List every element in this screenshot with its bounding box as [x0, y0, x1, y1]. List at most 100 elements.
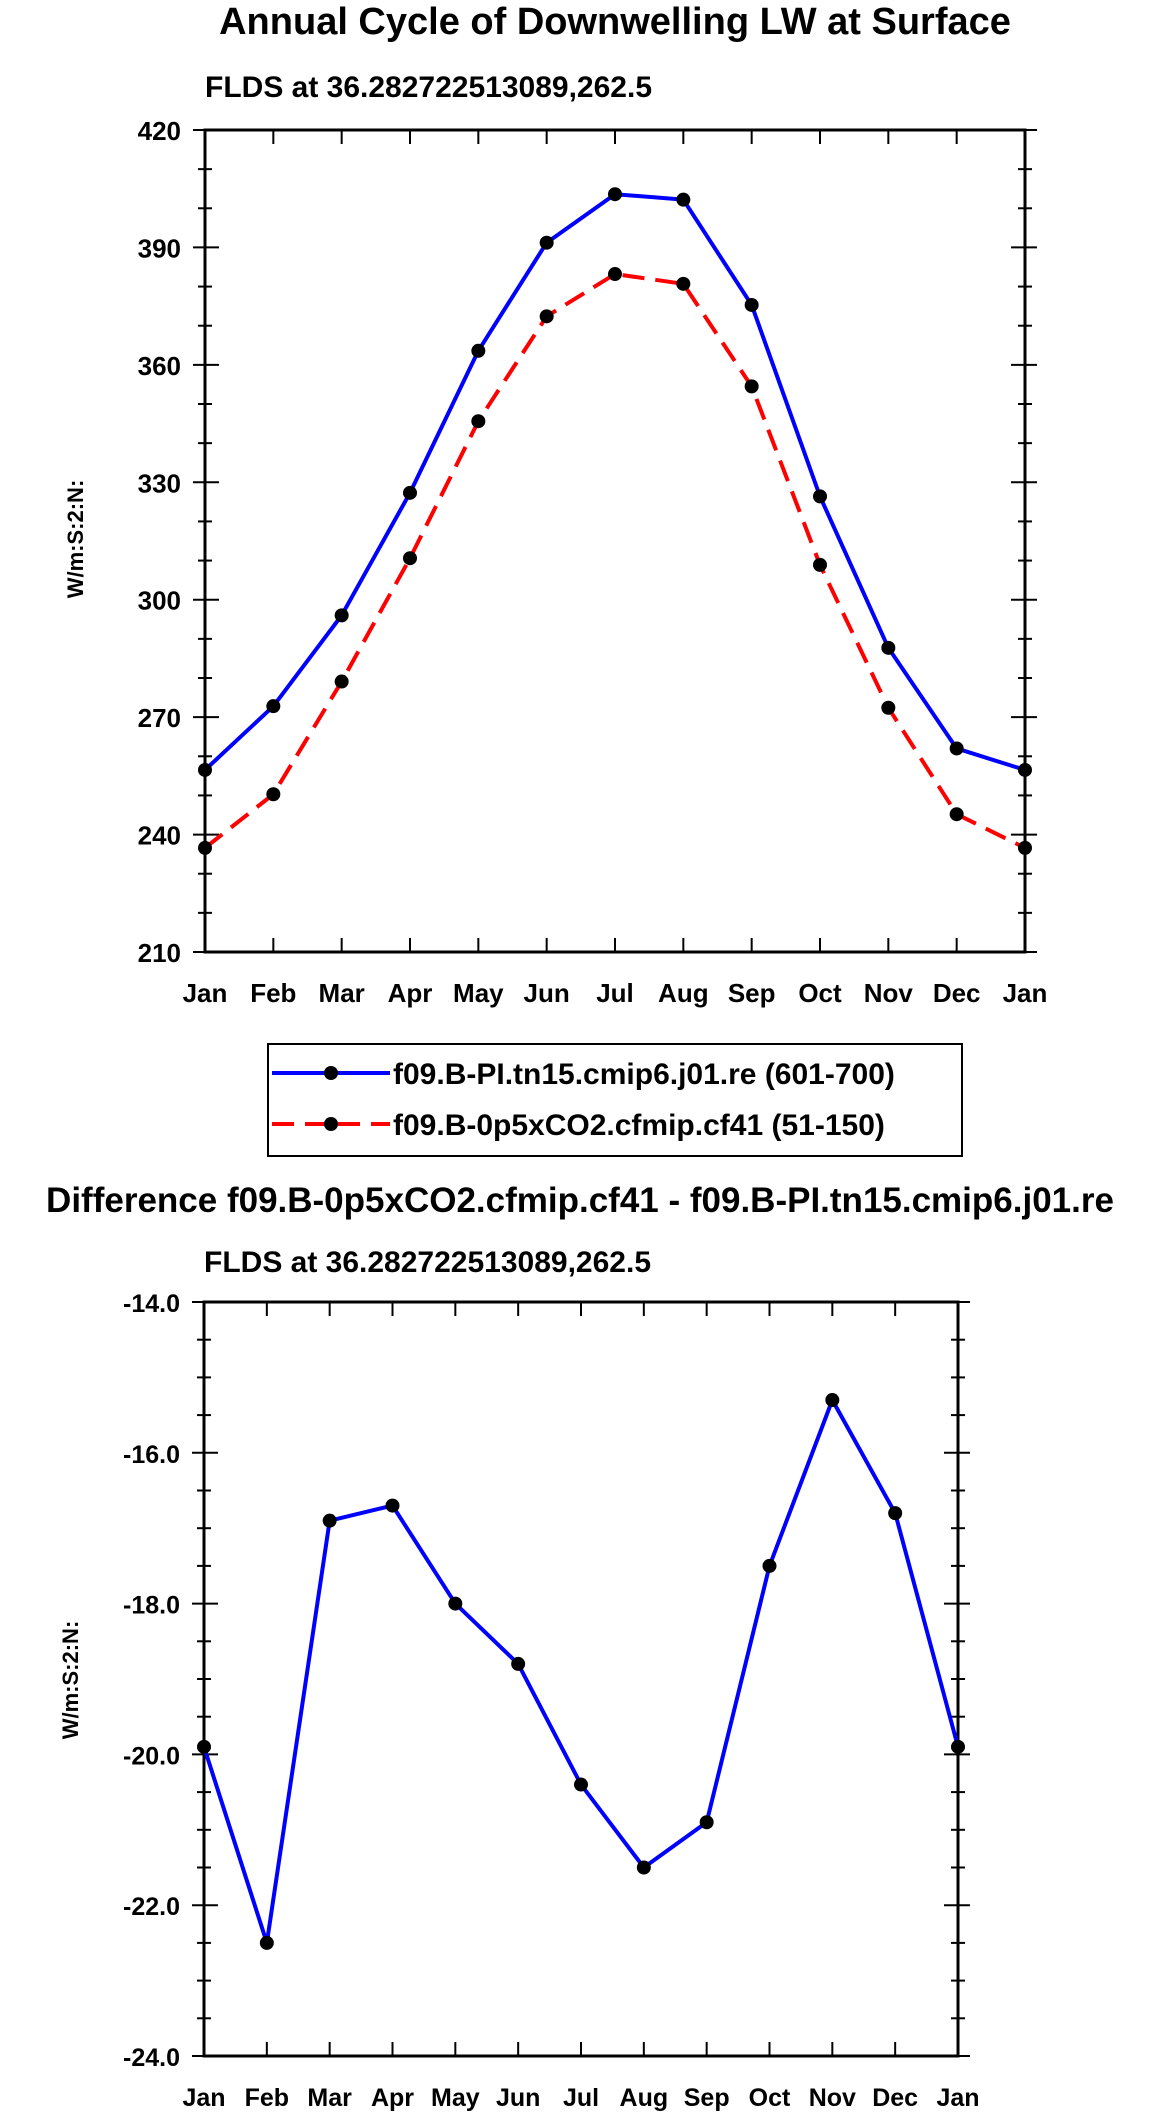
data-point — [813, 489, 827, 504]
x-tick-label: May — [431, 2084, 480, 2112]
data-point — [762, 1558, 777, 1573]
x-tick-label: Jan — [183, 978, 228, 1008]
x-tick-label: Feb — [250, 978, 296, 1008]
y-tick-label: 360 — [138, 351, 181, 381]
y-tick-label: 240 — [138, 821, 181, 851]
legend-marker-series-1 — [324, 1066, 338, 1080]
legend-label-series-2: f09.B-0p5xCO2.cfmip.cf41 (51-150) — [393, 1109, 885, 1142]
x-tick-label: Apr — [388, 978, 433, 1008]
data-point — [951, 1739, 965, 1754]
data-point — [385, 1498, 400, 1513]
x-tick-label: Jan — [1003, 978, 1048, 1008]
x-tick-label: Sep — [684, 2084, 730, 2112]
data-point — [949, 807, 964, 822]
x-tick-label: May — [453, 978, 504, 1008]
series-line-2 — [203, 272, 1026, 850]
data-point — [259, 1935, 274, 1950]
x-tick-label: Apr — [371, 2084, 414, 2112]
x-tick-label: Oct — [798, 978, 842, 1008]
y-tick-label: 210 — [138, 938, 181, 968]
data-point — [539, 309, 554, 324]
data-point — [813, 557, 827, 572]
legend-box — [267, 1043, 963, 1157]
chart-1-ticks: Jan Feb Mar Apr May Jun Jul Aug Sep Oct Nov Dec Jan2… — [138, 116, 1048, 1008]
x-tick-label: Jul — [596, 978, 634, 1008]
data-point — [881, 640, 896, 655]
chart-2: Difference f09.B-0p5xCO2.cfmip.cf41 - f0… — [46, 1181, 1114, 2112]
data-point — [266, 699, 281, 714]
x-tick-label: Jun — [524, 978, 570, 1008]
x-tick-label: Jul — [563, 2084, 599, 2112]
legend-marker-series-2 — [324, 1117, 338, 1131]
data-point — [197, 1739, 211, 1754]
x-tick-label: Mar — [307, 2084, 352, 2112]
y-tick-label: 420 — [138, 116, 181, 146]
data-point — [608, 187, 622, 202]
y-tick-label: 300 — [138, 586, 181, 616]
data-point — [574, 1777, 588, 1792]
y-tick-label: -18.0 — [123, 1592, 180, 1620]
x-tick-label: Nov — [864, 978, 914, 1008]
x-tick-label: Nov — [809, 2084, 856, 2112]
x-tick-label: Jan — [936, 2084, 979, 2112]
data-point — [334, 608, 349, 623]
data-point — [322, 1513, 337, 1528]
data-point — [825, 1393, 840, 1408]
x-tick-label: Aug — [658, 978, 709, 1008]
data-point — [198, 762, 212, 777]
data-point — [949, 741, 964, 756]
chart-2-plot-frame — [202, 1300, 960, 2058]
x-tick-label: Sep — [728, 978, 776, 1008]
data-point — [266, 787, 281, 802]
data-point — [1018, 762, 1032, 777]
data-point — [471, 414, 486, 429]
chart-2-series — [197, 1393, 965, 1950]
y-tick-label: 270 — [138, 703, 181, 733]
data-point — [881, 700, 896, 715]
chart-1-plot-frame — [203, 128, 1027, 954]
data-point — [676, 192, 691, 207]
data-point — [539, 235, 554, 250]
x-tick-label: Dec — [872, 2084, 918, 2112]
data-point — [334, 674, 349, 689]
chart-2-ylabel: W/m:S:2:N: — [58, 1621, 83, 1740]
y-tick-label: -24.0 — [123, 2044, 180, 2072]
data-point — [403, 485, 417, 500]
y-tick-label: -20.0 — [123, 1742, 180, 1770]
data-point — [511, 1656, 526, 1671]
data-point — [676, 276, 691, 291]
data-point — [699, 1815, 714, 1830]
x-tick-label: Dec — [933, 978, 981, 1008]
data-point — [636, 1860, 651, 1875]
data-point — [1018, 840, 1032, 855]
x-tick-label: Oct — [749, 2084, 791, 2112]
chart-1-ylabel: W/m:S:2:N: — [63, 480, 88, 599]
x-tick-label: Aug — [620, 2084, 669, 2112]
chart-2-subtitle: FLDS at 36.282722513089,262.5 — [204, 1246, 651, 1279]
chart-1-subtitle: FLDS at 36.282722513089,262.5 — [205, 71, 652, 104]
y-tick-label: -14.0 — [123, 1290, 180, 1318]
data-point — [744, 379, 759, 394]
chart-2-ticks: Jan Feb Mar Apr May Jun Jul Aug Sep Oct Nov Dec Jan-… — [123, 1290, 980, 2112]
data-point — [403, 551, 417, 566]
x-tick-label: Jun — [496, 2084, 540, 2112]
legend-label-series-1: f09.B-PI.tn15.cmip6.j01.re (601-700) — [393, 1058, 895, 1091]
x-tick-label: Jan — [182, 2084, 225, 2112]
x-tick-label: Mar — [319, 978, 365, 1008]
y-tick-label: -22.0 — [123, 1893, 180, 1921]
y-tick-label: 390 — [138, 233, 181, 263]
chart-1-title: Annual Cycle of Downwelling LW at Surfac… — [219, 1, 1011, 43]
data-point — [608, 267, 622, 282]
data-point — [448, 1596, 463, 1611]
chart-1-series — [198, 187, 1032, 855]
chart-1: Annual Cycle of Downwelling LW at Surfac… — [63, 1, 1048, 1157]
y-tick-label: -16.0 — [123, 1441, 180, 1469]
data-point — [198, 840, 212, 855]
data-point — [888, 1506, 903, 1521]
data-point — [744, 297, 759, 312]
data-point — [471, 343, 486, 358]
chart-2-title: Difference f09.B-0p5xCO2.cfmip.cf41 - f0… — [46, 1181, 1114, 1220]
x-tick-label: Feb — [245, 2084, 289, 2112]
y-tick-label: 330 — [138, 468, 181, 498]
